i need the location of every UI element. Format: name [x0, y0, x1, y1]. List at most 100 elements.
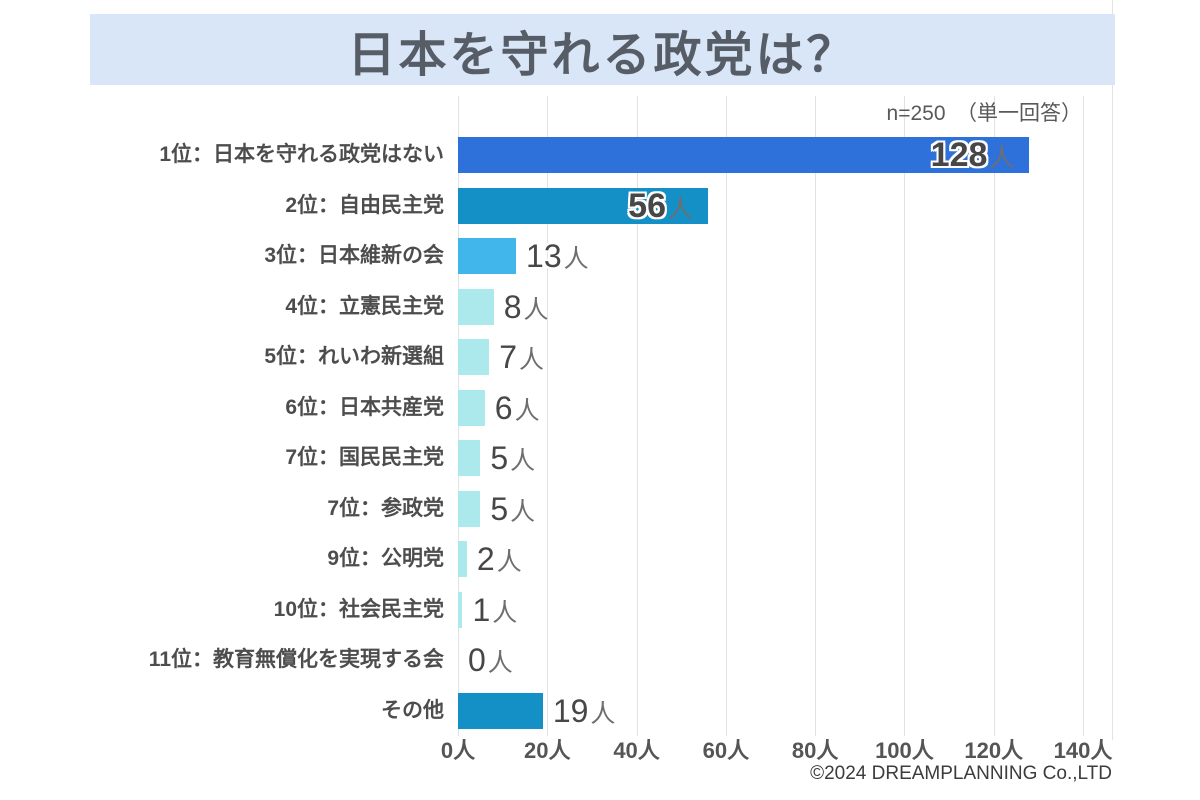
value-number: 128: [930, 136, 988, 174]
value-number: 5: [490, 440, 509, 476]
value-number: 2: [476, 541, 495, 577]
value-unit: 人: [519, 346, 545, 374]
chart-row: 3位：日本維新の会 13人: [0, 231, 1200, 282]
value-unit: 人: [510, 497, 536, 526]
value-label: 7人: [499, 332, 544, 390]
value-unit: 人: [496, 548, 522, 576]
bar-track: 7人: [458, 332, 1118, 383]
page-title: 日本を守れる政党は？: [347, 28, 858, 82]
value-number: 8: [503, 288, 522, 325]
value-label: 1人: [472, 585, 517, 643]
gridline: [904, 96, 906, 736]
x-tick-label: 20人: [524, 738, 571, 763]
bar-track: 1人: [458, 585, 1118, 636]
value-unit: 人: [510, 447, 536, 475]
bar-chart: 1位：日本を守れる政党はない 128人 2位：自由民主党 56人 3位：日本維新の会 13…: [0, 130, 1200, 740]
value-number: 1: [472, 591, 491, 628]
x-tick-label: 40人: [613, 738, 660, 763]
category-label: 2位：自由民主党: [285, 193, 444, 217]
value-unit: 人: [563, 245, 589, 273]
plot-right-border: [1112, 0, 1113, 740]
value-label: 56人: [628, 181, 693, 239]
title-banner: 日本を守れる政党は？: [90, 14, 1115, 85]
category-label: 10位：社会民主党: [273, 597, 444, 621]
chart-row: その他 19人: [0, 686, 1200, 737]
x-tick-label: 80人: [791, 738, 839, 763]
sample-size-note: n=250 （単一回答）: [886, 102, 1082, 125]
bar-track: 56人: [458, 181, 1118, 232]
value-number: 19: [552, 692, 589, 729]
category-label: 1位：日本を守れる政党はない: [159, 143, 444, 166]
value-number: 6: [494, 389, 513, 426]
bar-track: 13人: [458, 231, 1118, 282]
category-label: 6位：日本共産党: [285, 395, 444, 419]
value-label: 19人: [553, 686, 616, 744]
value-unit: 人: [523, 295, 549, 324]
bar-track: 128人: [458, 130, 1118, 181]
bar: [458, 288, 494, 325]
value-number: 0: [468, 642, 486, 678]
category-label: 3位：日本維新の会: [264, 244, 444, 267]
bar-track: 8人: [458, 282, 1118, 333]
bar: [458, 187, 708, 224]
value-label: 128人: [931, 130, 1015, 188]
value-unit: 人: [989, 144, 1015, 172]
gridline: [636, 96, 638, 736]
bar: [458, 238, 517, 274]
value-number: 5: [490, 490, 509, 527]
chart-row: 2位：自由民主党 56人: [0, 181, 1200, 232]
value-unit: 人: [487, 649, 513, 677]
category-label: 11位：教育無償化を実現する会: [148, 648, 444, 671]
value-label: 2人: [477, 534, 522, 592]
value-unit: 人: [590, 699, 616, 728]
gridline: [1083, 96, 1084, 736]
value-number: 13: [526, 238, 562, 274]
bar: [458, 137, 1030, 173]
bar-track: 5人: [458, 433, 1118, 484]
value-label: 13人: [526, 231, 589, 289]
gridline: [993, 96, 995, 736]
x-axis: 0人 20人 40人 60人 80人 100人 120人 140人: [441, 736, 1118, 766]
category-label: 4位：立憲民主党: [285, 294, 444, 318]
gridline: [547, 96, 549, 736]
chart-row: 6位：日本共産党 6人: [0, 383, 1200, 434]
bar: [458, 490, 481, 527]
x-tick-label: 0人: [440, 738, 476, 763]
bar: [458, 339, 490, 375]
bar: [458, 541, 467, 577]
chart-row: 5位：れいわ新選組 7人: [0, 332, 1200, 383]
value-unit: 人: [514, 396, 540, 425]
copyright-text: ©2024 DREAMPLANNING Co.,LTD: [810, 763, 1112, 784]
chart-row: 7位：参政党 5人: [0, 484, 1200, 535]
chart-row: 9位：公明党 2人: [0, 534, 1200, 585]
gridline: [815, 96, 817, 736]
value-label: 5人: [490, 433, 535, 491]
value-number: 56: [628, 186, 666, 225]
value-unit: 人: [492, 598, 518, 627]
chart-row: 7位：国民民主党 5人: [0, 433, 1200, 484]
value-number: 7: [499, 339, 518, 375]
value-label: 8人: [504, 282, 549, 340]
value-label: 6人: [495, 383, 540, 441]
x-tick-label: 120人: [964, 738, 1024, 763]
gridline: [725, 96, 727, 736]
x-tick-label: 140人: [1053, 738, 1113, 763]
bar: [458, 692, 543, 729]
bar: [458, 591, 463, 628]
category-label: 7位：国民民主党: [285, 446, 444, 469]
category-label: 9位：公明党: [327, 547, 444, 570]
chart-row: 11位：教育無償化を実現する会 0人: [0, 635, 1200, 686]
chart-row: 10位：社会民主党 1人: [0, 585, 1200, 636]
category-label: 7位：参政党: [327, 496, 444, 520]
bar-track: 19人: [458, 686, 1118, 737]
category-label: その他: [381, 698, 444, 722]
value-label: 0人: [468, 635, 513, 693]
bar-track: 2人: [458, 534, 1118, 585]
bar: [458, 389, 485, 426]
chart-row: 1位：日本を守れる政党はない 128人: [0, 130, 1200, 181]
bar-track: 6人: [458, 383, 1118, 434]
value-unit: 人: [667, 194, 693, 223]
x-tick-label: 100人: [875, 738, 934, 763]
bar-track: 5人: [458, 484, 1118, 535]
value-label: 5人: [490, 484, 535, 542]
